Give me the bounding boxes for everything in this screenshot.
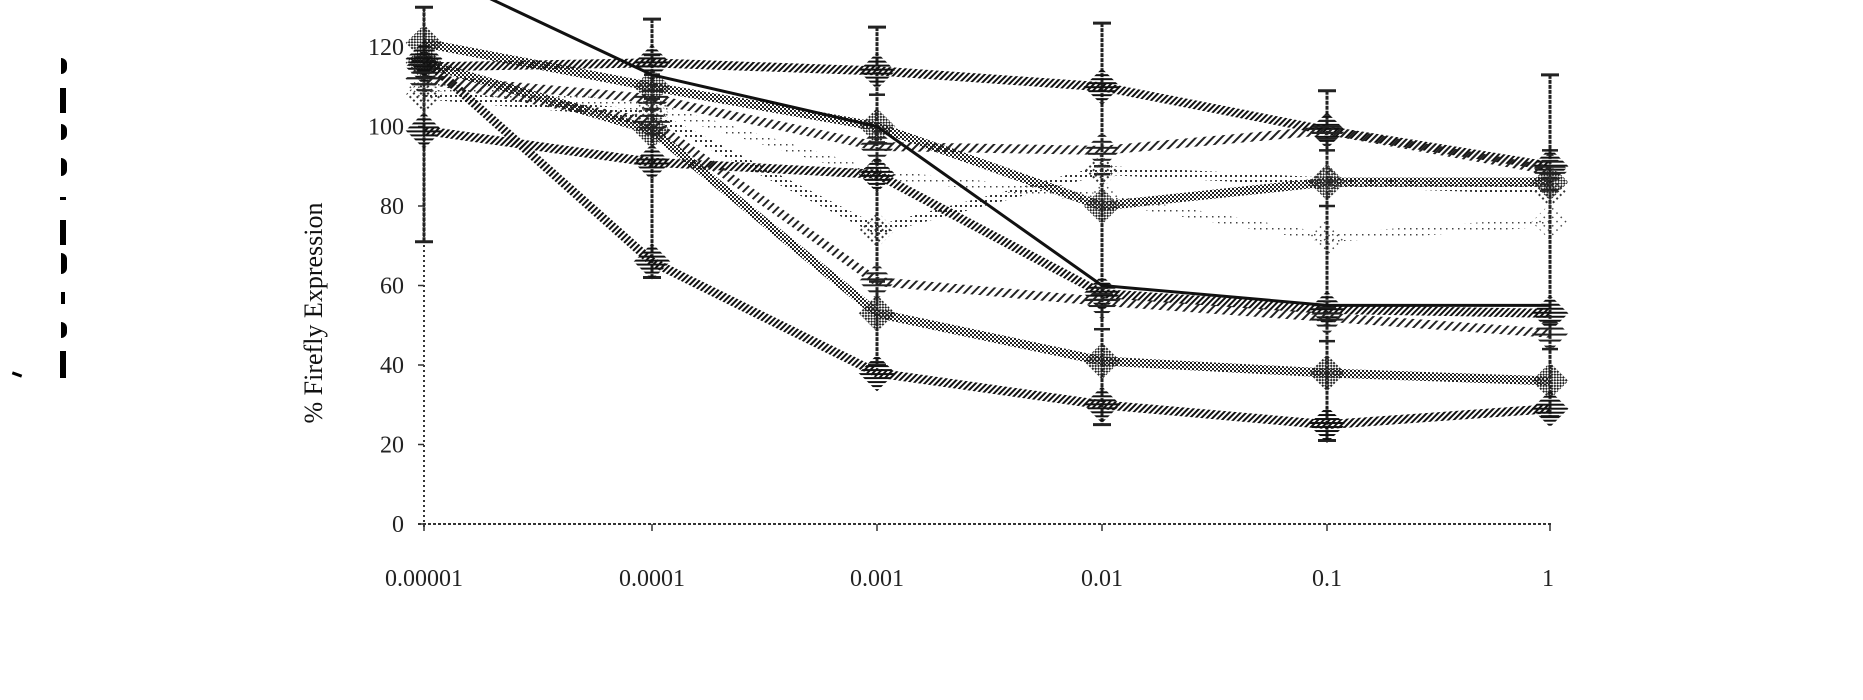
- series-path: [424, 63, 1550, 381]
- data-point-marker: [1309, 164, 1346, 201]
- x-tick-label: 0.001: [850, 566, 904, 592]
- y-tick-label: 20: [380, 433, 404, 459]
- y-tick-label: 80: [380, 194, 404, 220]
- data-point-marker: [1084, 386, 1121, 423]
- x-tick-label: 0.1: [1312, 566, 1342, 592]
- y-tick-labels: 0 20 40 60 80 100 120: [368, 35, 424, 538]
- y-tick-label: 0: [392, 512, 404, 538]
- data-point-marker: [1309, 219, 1346, 256]
- x-tick-label: 0.01: [1081, 566, 1123, 592]
- y-axis-title: % Firefly Expression: [299, 203, 328, 424]
- data-point-marker: [859, 52, 896, 89]
- axes: [418, 10, 1552, 530]
- data-point-marker: [1084, 343, 1121, 380]
- data-series: [406, 0, 1569, 443]
- y-tick-label: 120: [368, 35, 404, 61]
- line-chart: 020406080100120 0.000010.00010.0010.010.…: [0, 0, 1863, 700]
- data-point-marker: [406, 112, 443, 149]
- data-point-marker: [1084, 68, 1121, 105]
- data-point-marker: [1532, 204, 1569, 241]
- data-point-marker: [1532, 315, 1569, 352]
- x-tick-label: 1: [1542, 566, 1554, 592]
- x-tick-label: 0.0001: [619, 566, 685, 592]
- data-point-marker: [859, 156, 896, 193]
- y-tick-label: 40: [380, 353, 404, 379]
- data-point-marker: [1532, 390, 1569, 427]
- x-tick-labels: 0.00001 0.0001 0.001 0.01 0.1 1: [385, 524, 1554, 592]
- data-point-marker: [1309, 406, 1346, 443]
- data-point-marker: [1309, 355, 1346, 392]
- series-path: [424, 130, 1550, 313]
- y-tick-label: 100: [368, 115, 404, 141]
- data-point-marker: [859, 355, 896, 392]
- data-point-marker: [859, 211, 896, 248]
- x-tick-label: 0.00001: [385, 566, 463, 592]
- data-point-marker: [634, 144, 671, 181]
- data-point-marker: [1309, 112, 1346, 149]
- y-tick-label: 60: [380, 274, 404, 300]
